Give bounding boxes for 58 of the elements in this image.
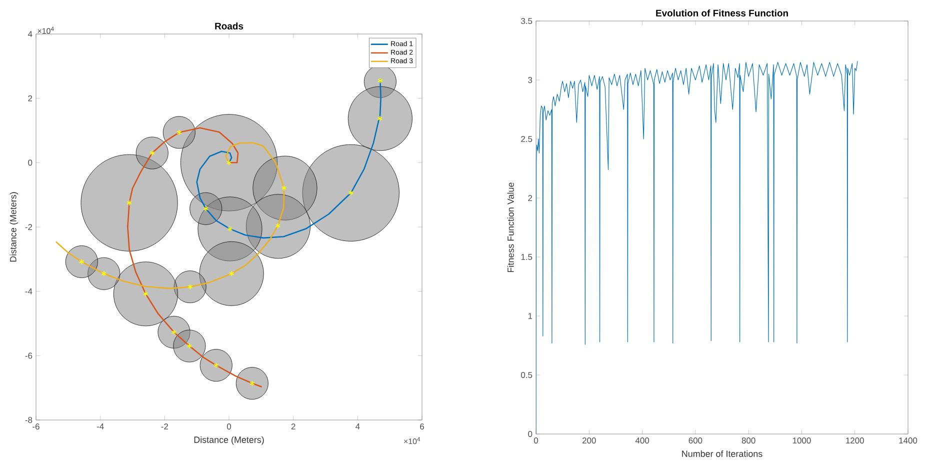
x-tick-label: 2	[291, 424, 296, 430]
point	[203, 206, 208, 212]
x-tick-label: 1200	[846, 438, 864, 444]
y-tick-label: -4	[25, 288, 32, 294]
chart-title: Evolution of Fitness Function	[656, 10, 788, 16]
x-tick-label: 0	[226, 424, 232, 430]
x-tick-label: 1000	[792, 438, 811, 444]
x-tick-label: 1400	[899, 438, 918, 444]
y-tick-label: -6	[25, 352, 32, 359]
y-tick-label: 1	[528, 313, 532, 319]
point	[186, 343, 192, 349]
y-tick-label: 3	[528, 77, 532, 83]
line-series	[55, 142, 285, 290]
x-tick-label: 600	[688, 438, 702, 444]
point	[126, 200, 132, 206]
point	[171, 329, 177, 336]
x-axis-title: Number of Iterations	[682, 450, 762, 457]
x-tick-label: 6	[420, 424, 424, 430]
y-tick-label: 2.5	[521, 136, 532, 142]
x-axis-title: Distance (Meters)	[194, 436, 264, 445]
y-tick-label: 2	[528, 195, 532, 201]
point	[226, 160, 232, 166]
point	[348, 190, 354, 196]
point	[79, 258, 84, 265]
point	[214, 362, 219, 368]
point	[377, 116, 382, 122]
point	[229, 270, 234, 277]
x-tick-label: 800	[742, 438, 756, 444]
point	[250, 380, 255, 386]
y-axis-title: Fitness Function Value	[507, 182, 514, 272]
y-tick-label: 0.5	[521, 372, 532, 378]
point	[176, 130, 182, 136]
x-tick-label: 4	[356, 424, 360, 430]
y-tick-label: 2	[28, 95, 32, 102]
x-tick-label: -6	[32, 424, 40, 430]
y-tick-label: 1.5	[521, 254, 532, 260]
x-tick-label: -2	[161, 424, 168, 430]
y-tick-label: -8	[25, 417, 32, 423]
y-tick-label: 4	[28, 31, 32, 37]
chart-title: Roads	[215, 22, 244, 30]
y-tick-label: 0	[528, 431, 532, 437]
point	[281, 185, 287, 191]
line-series	[536, 60, 858, 434]
point	[188, 284, 193, 290]
point	[227, 226, 233, 232]
y-tick-label: 0	[28, 160, 32, 166]
x-tick-label: 400	[635, 438, 650, 444]
x-tick-label: -4	[96, 424, 104, 430]
point	[143, 291, 148, 297]
point	[101, 270, 106, 277]
x-tick-label: 0	[534, 438, 538, 444]
y-axis-title: Distance (Meters)	[10, 192, 18, 262]
point	[275, 222, 280, 229]
x-tick-label: 200	[582, 438, 596, 444]
point	[378, 78, 383, 84]
y-tick-label: -2	[25, 224, 32, 230]
y-tick-label: 3.5	[521, 18, 532, 24]
point	[150, 150, 155, 156]
